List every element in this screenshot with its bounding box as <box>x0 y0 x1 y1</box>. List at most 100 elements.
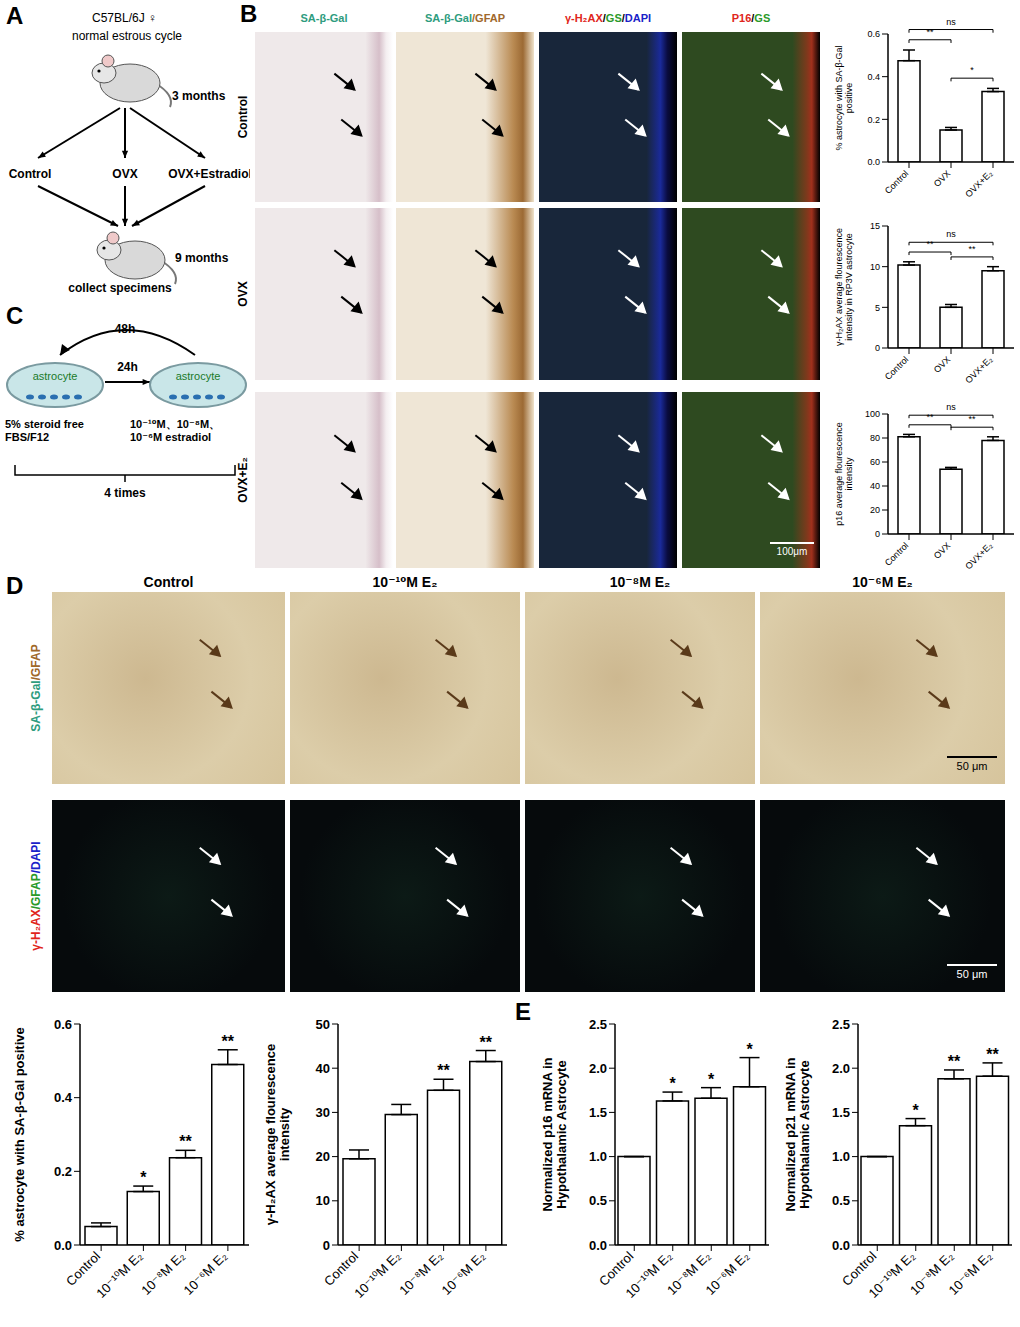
svg-text:Control: Control <box>839 1248 880 1289</box>
svg-text:**: ** <box>926 239 934 249</box>
svg-text:**: ** <box>437 1062 450 1079</box>
svg-text:10⁻⁶M E₂: 10⁻⁶M E₂ <box>945 1249 994 1298</box>
svg-text:**: ** <box>480 1034 493 1051</box>
svg-text:20: 20 <box>870 505 880 515</box>
svg-text:OVX+Estradiol: OVX+Estradiol <box>168 167 250 181</box>
svg-text:Control: Control <box>596 1248 637 1289</box>
svg-text:20: 20 <box>316 1149 330 1164</box>
svg-text:2.0: 2.0 <box>589 1061 607 1076</box>
svg-text:*: * <box>970 65 974 75</box>
svg-text:**: ** <box>968 414 976 424</box>
svg-text:1.5: 1.5 <box>589 1105 607 1120</box>
svg-text:0.0: 0.0 <box>832 1238 850 1253</box>
svg-text:0.6: 0.6 <box>867 29 880 39</box>
svg-text:9 months: 9 months <box>175 251 229 265</box>
svg-text:Control: Control <box>883 168 911 196</box>
html-text:Normalized p21 mRNA in Hypotha: Normalized p21 mRNA in Hypothalamic Astr… <box>782 1057 812 1212</box>
svg-text:0.0: 0.0 <box>867 157 880 167</box>
svg-text:1.0: 1.0 <box>832 1149 850 1164</box>
html-text:B: B <box>240 0 258 27</box>
html-text:p16 average flourescence inten: p16 average flourescence intensity <box>834 422 854 526</box>
svg-text:*: * <box>708 1071 715 1088</box>
svg-text:10⁻⁶M E₂: 10⁻⁶M E₂ <box>439 1249 488 1298</box>
svg-text:*: * <box>669 1075 676 1092</box>
svg-text:10⁻¹⁰M E₂: 10⁻¹⁰M E₂ <box>351 1249 403 1301</box>
svg-text:OVX+E₂: OVX+E₂ <box>963 168 994 199</box>
svg-text:normal estrous cycle: normal estrous cycle <box>72 29 182 43</box>
svg-text:*: * <box>746 1041 753 1058</box>
svg-text:ns: ns <box>946 402 956 412</box>
svg-text:0: 0 <box>875 529 880 539</box>
svg-text:2.5: 2.5 <box>832 1017 850 1032</box>
html-text:A: A <box>6 2 24 29</box>
svg-text:**: ** <box>968 244 976 254</box>
svg-text:Control: Control <box>9 167 52 181</box>
svg-text:0.5: 0.5 <box>589 1193 607 1208</box>
svg-text:**: ** <box>948 1053 961 1070</box>
svg-text:Control: Control <box>883 540 911 568</box>
svg-text:0.0: 0.0 <box>589 1238 607 1253</box>
svg-text:0.2: 0.2 <box>54 1164 72 1179</box>
svg-text:0.2: 0.2 <box>867 115 880 125</box>
svg-text:0.5: 0.5 <box>832 1193 850 1208</box>
svg-text:0.4: 0.4 <box>54 1090 73 1105</box>
svg-text:**: ** <box>986 1046 999 1063</box>
svg-text:OVX+E₂: OVX+E₂ <box>963 354 994 385</box>
svg-text:collect specimens: collect specimens <box>68 281 172 295</box>
svg-text:OVX: OVX <box>932 168 953 189</box>
svg-text:30: 30 <box>316 1105 330 1120</box>
svg-text:50: 50 <box>316 1017 330 1032</box>
svg-text:2.5: 2.5 <box>589 1017 607 1032</box>
svg-text:0.4: 0.4 <box>867 72 880 82</box>
svg-text:15: 15 <box>870 221 880 231</box>
svg-text:80: 80 <box>870 433 880 443</box>
svg-text:10: 10 <box>870 262 880 272</box>
svg-text:10: 10 <box>316 1193 330 1208</box>
svg-text:10⁻¹⁰M E₂: 10⁻¹⁰M E₂ <box>866 1249 918 1301</box>
svg-text:3 months: 3 months <box>172 89 226 103</box>
svg-text:Control: Control <box>883 354 911 382</box>
svg-text:ns: ns <box>946 229 956 239</box>
svg-text:10⁻⁸M E₂: 10⁻⁸M E₂ <box>396 1249 445 1298</box>
svg-text:ns: ns <box>946 17 956 27</box>
html-text:C: C <box>6 302 24 329</box>
svg-text:OVX+E₂: OVX+E₂ <box>963 540 994 571</box>
html-text:γ-H₂AX average flourescence in: γ-H₂AX average flourescence intensity <box>262 1043 292 1226</box>
svg-text:**: ** <box>926 27 934 37</box>
svg-text:10⁻⁸M E₂: 10⁻⁸M E₂ <box>906 1248 957 1298</box>
html-text:γ-H₂AX average flourescence in: γ-H₂AX average flourescence intensity in… <box>834 228 854 346</box>
svg-text:OVX: OVX <box>932 354 953 375</box>
svg-text:*: * <box>912 1102 919 1119</box>
html-text:5% steroid free FBS/F12: 5% steroid free FBS/F12 <box>5 418 84 444</box>
svg-text:100: 100 <box>865 409 880 419</box>
html-text:Normalized p16 mRNA in Hypotha: Normalized p16 mRNA in Hypothalamic Astr… <box>539 1057 569 1212</box>
svg-text:10⁻¹⁰M E₂: 10⁻¹⁰M E₂ <box>623 1249 675 1301</box>
svg-text:1.5: 1.5 <box>832 1105 850 1120</box>
svg-text:1.0: 1.0 <box>589 1149 607 1164</box>
svg-text:10⁻⁶M E₂: 10⁻⁶M E₂ <box>181 1249 230 1298</box>
svg-text:10⁻⁸M E₂: 10⁻⁸M E₂ <box>138 1249 187 1298</box>
svg-text:0.0: 0.0 <box>54 1238 72 1253</box>
svg-text:10⁻¹⁰M E₂: 10⁻¹⁰M E₂ <box>93 1249 145 1301</box>
svg-text:0.6: 0.6 <box>54 1017 72 1032</box>
svg-text:0: 0 <box>323 1238 330 1253</box>
svg-text:Control: Control <box>321 1248 361 1288</box>
svg-text:5: 5 <box>875 303 880 313</box>
html-text:10⁻¹⁰M、10⁻⁸M、10⁻⁶M estradiol: 10⁻¹⁰M、10⁻⁸M、10⁻⁶M estradiol <box>130 418 221 444</box>
svg-text:**: ** <box>222 1033 235 1050</box>
html-text:% astrocyte with SA-β-Gal posi: % astrocyte with SA-β-Gal positive <box>834 45 854 151</box>
svg-text:40: 40 <box>316 1061 330 1076</box>
svg-text:0: 0 <box>875 343 880 353</box>
svg-text:40: 40 <box>870 481 880 491</box>
svg-text:60: 60 <box>870 457 880 467</box>
svg-text:**: ** <box>926 412 934 422</box>
svg-text:10⁻⁶M E₂: 10⁻⁶M E₂ <box>702 1249 751 1298</box>
svg-text:*: * <box>140 1169 147 1186</box>
svg-text:**: ** <box>179 1133 192 1150</box>
svg-text:10⁻⁸M E₂: 10⁻⁸M E₂ <box>663 1248 714 1298</box>
svg-text:OVX: OVX <box>112 167 137 181</box>
svg-text:Control: Control <box>63 1248 103 1288</box>
svg-text:OVX: OVX <box>932 540 953 561</box>
svg-text:C57BL/6J ♀: C57BL/6J ♀ <box>92 11 157 25</box>
svg-text:2.0: 2.0 <box>832 1061 850 1076</box>
